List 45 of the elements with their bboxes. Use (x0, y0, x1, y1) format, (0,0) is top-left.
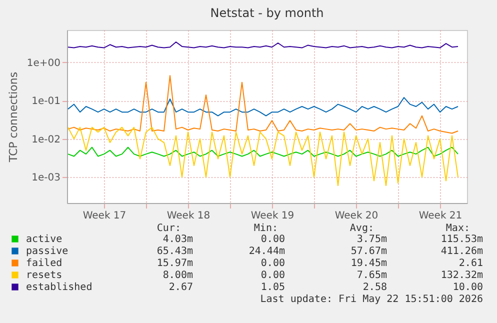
x-tick-label: Week 19 (250, 210, 294, 222)
y-tick-label: 1e-03 (32, 172, 60, 184)
x-tick-label: Week 21 (418, 210, 462, 222)
chart-title: Netstat - by month (210, 6, 324, 20)
legend-label: active (26, 234, 62, 245)
text: 2.58 (362, 282, 387, 293)
line-series (68, 126, 458, 186)
y-tick-label: 1e+00 (26, 58, 60, 69)
text: 0.00 (260, 270, 285, 281)
text: 8.00m (162, 270, 193, 281)
line-series (68, 75, 458, 134)
x-tick-label: Week 18 (166, 210, 210, 222)
text: 2.67 (168, 282, 193, 293)
text: 2.61 (458, 258, 483, 269)
text: Last update: Fri May 22 15:51:00 2026 (260, 294, 483, 305)
legend-label: passive (26, 246, 68, 257)
legend-label: established (26, 282, 92, 293)
line-series (68, 146, 458, 157)
text: 132.32m (440, 270, 483, 281)
text: 65.43m (156, 246, 193, 257)
text: Max: (446, 223, 470, 234)
text: 7.65m (356, 270, 387, 281)
text: Cur: (156, 223, 181, 234)
legend-label: resets (26, 270, 62, 281)
text: 10.00 (452, 282, 483, 293)
text: 57.67m (350, 246, 387, 257)
legend-label: failed (26, 258, 62, 269)
text: 3.75m (356, 234, 387, 245)
text: 15.97m (156, 258, 193, 269)
text: 0.00 (260, 234, 285, 245)
x-tick-label: Week 20 (334, 210, 378, 222)
text: Avg: (350, 223, 374, 234)
line-series (68, 97, 458, 116)
text: 411.26m (440, 246, 483, 257)
y-axis-title: TCP connections (6, 72, 20, 164)
text: 0.00 (260, 258, 285, 269)
x-tick-label: Week 17 (82, 210, 126, 222)
text: 115.53m (440, 234, 483, 245)
text: 24.44m (248, 246, 285, 257)
text: 1.05 (260, 282, 285, 293)
text: 19.45m (350, 258, 387, 269)
y-tick-label: 1e-02 (32, 134, 60, 146)
text: Min: (254, 223, 278, 234)
text: 4.03m (162, 234, 193, 245)
y-tick-label: 1e-01 (32, 96, 60, 108)
